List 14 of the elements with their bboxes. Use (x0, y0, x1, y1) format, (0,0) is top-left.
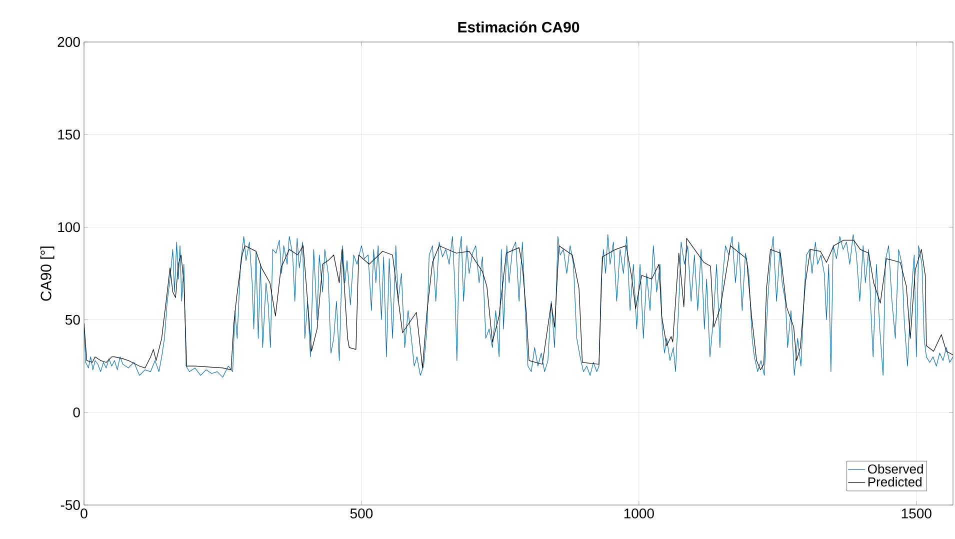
y-tick-label: 200 (58, 37, 80, 47)
x-tick-label: 1500 (902, 508, 932, 518)
y-axis-title: CA90 [°] (40, 246, 54, 301)
y-tick-label: 150 (58, 130, 80, 140)
y-tick-label: 0 (73, 407, 80, 418)
legend-label: Observed (868, 464, 923, 474)
x-tick-label: 0 (80, 508, 88, 518)
chart-title: Estimación CA90 (458, 21, 580, 32)
y-tick-label: -50 (60, 500, 80, 510)
y-tick-label: 50 (65, 314, 80, 325)
x-tick-label: 500 (350, 508, 373, 518)
y-tick-label: 100 (58, 222, 80, 232)
legend-label: Predicted (868, 477, 922, 487)
x-tick-label: 1000 (624, 508, 654, 518)
